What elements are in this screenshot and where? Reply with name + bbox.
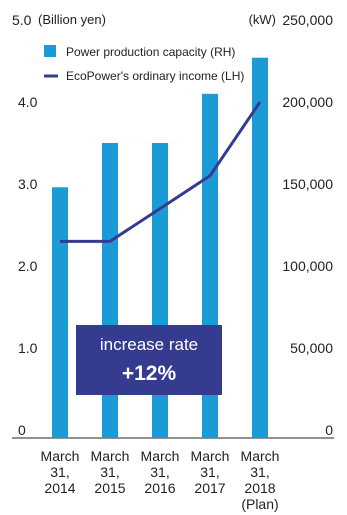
category-labels: March 31, 2014 March 31, 2015 March 31, 2016 Marc… [41, 448, 280, 512]
category-label: March 31, 2018 (Plan) [241, 448, 280, 512]
right-axis-unit: (kW) [249, 12, 276, 27]
left-tick-label: 3.0 [18, 176, 38, 192]
right-axis: 0 50,000 100,000 150,000 200,000 250,000 [282, 12, 333, 438]
callout-box [76, 325, 222, 395]
category-label: March 31, 2016 [141, 448, 180, 496]
legend-bar-swatch [44, 45, 56, 57]
right-tick-label: 250,000 [282, 12, 333, 28]
left-tick-label: 5.0 [12, 12, 32, 28]
capacity-bar [252, 57, 268, 438]
category-label: March 31, 2017 [191, 448, 230, 496]
left-tick-label: 0 [18, 422, 26, 438]
line-series [60, 101, 262, 243]
callout-value: +12% [122, 362, 177, 385]
right-tick-label: 200,000 [282, 94, 333, 110]
legend-line-label: EcoPower's ordinary income (LH) [66, 69, 244, 83]
income-line [60, 101, 262, 243]
left-axis-unit: (Billion yen) [38, 12, 106, 27]
capacity-bar [52, 187, 68, 438]
left-tick-label: 4.0 [18, 94, 38, 110]
left-tick-label: 1.0 [18, 340, 38, 356]
category-label: March 31, 2014 [41, 448, 80, 496]
callout-label: increase rate [100, 335, 198, 354]
legend: Power production capacity (RH) EcoPower'… [44, 45, 244, 83]
category-label: March 31, 2015 [91, 448, 130, 496]
left-axis: 0 1.0 2.0 3.0 4.0 5.0 [12, 12, 38, 438]
right-tick-label: 150,000 [282, 176, 333, 192]
legend-bar-label: Power production capacity (RH) [66, 45, 235, 59]
right-tick-label: 0 [325, 422, 333, 438]
left-tick-label: 2.0 [18, 258, 38, 274]
increase-rate-callout: increase rate +12% [76, 325, 222, 395]
right-tick-label: 100,000 [282, 258, 333, 274]
right-tick-label: 50,000 [290, 340, 333, 356]
